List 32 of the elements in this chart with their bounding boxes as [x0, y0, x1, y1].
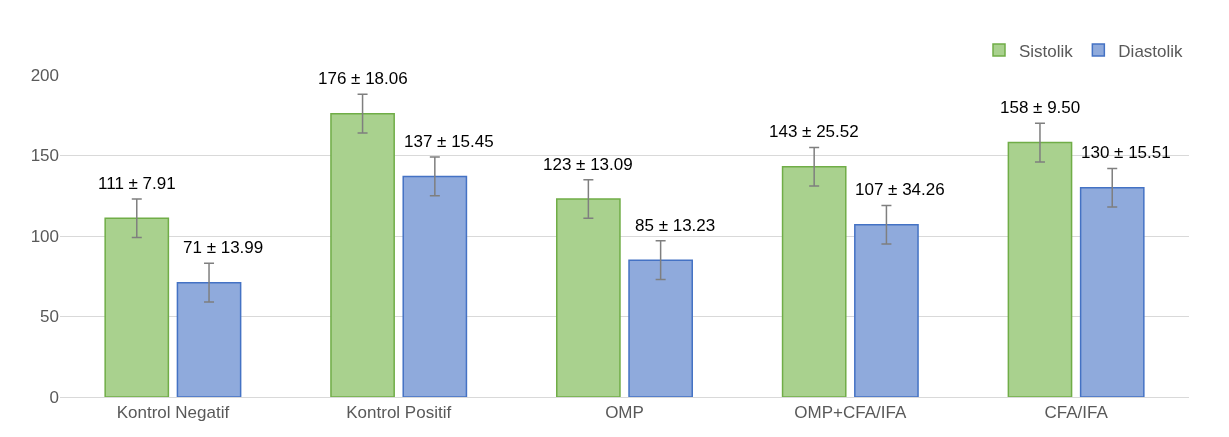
data-label: 85 ± 13.23 [635, 216, 716, 235]
bar [1007, 141, 1073, 397]
y-tick-label: 100 [30, 226, 59, 246]
legend-label: Diastolik [1118, 41, 1184, 61]
x-tick-label: Kontrol Negatif [116, 403, 230, 423]
data-label: 123 ± 13.09 [543, 155, 633, 174]
data-label: 130 ± 15.51 [1081, 143, 1171, 162]
x-tick-label: OMP+CFA/IFA [794, 403, 907, 423]
bar [854, 223, 919, 397]
bar [402, 175, 468, 397]
data-label: 71 ± 13.99 [183, 238, 264, 257]
y-tick-label: 200 [30, 65, 59, 85]
bar [176, 281, 242, 397]
bar [781, 166, 847, 397]
bar [1079, 186, 1145, 397]
x-tick-label: CFA/IFA [1044, 403, 1109, 423]
y-tick-label: 50 [40, 307, 59, 327]
x-tick-label: Kontrol Positif [346, 403, 452, 423]
data-label: 176 ± 18.06 [318, 69, 408, 88]
data-label: 143 ± 25.52 [769, 122, 859, 141]
data-label: 107 ± 34.26 [855, 180, 945, 199]
data-label: 111 ± 7.91 [98, 174, 176, 193]
y-tick-label: 0 [49, 387, 59, 407]
legend-label: Sistolik [1019, 41, 1074, 61]
data-label: 137 ± 15.45 [404, 132, 494, 151]
bar [556, 198, 621, 397]
bar [104, 217, 170, 397]
data-label: 158 ± 9.50 [1000, 98, 1081, 117]
y-tick-label: 150 [30, 146, 59, 166]
bar [330, 112, 395, 397]
x-tick-label: OMP [605, 403, 644, 423]
bar [628, 259, 693, 397]
